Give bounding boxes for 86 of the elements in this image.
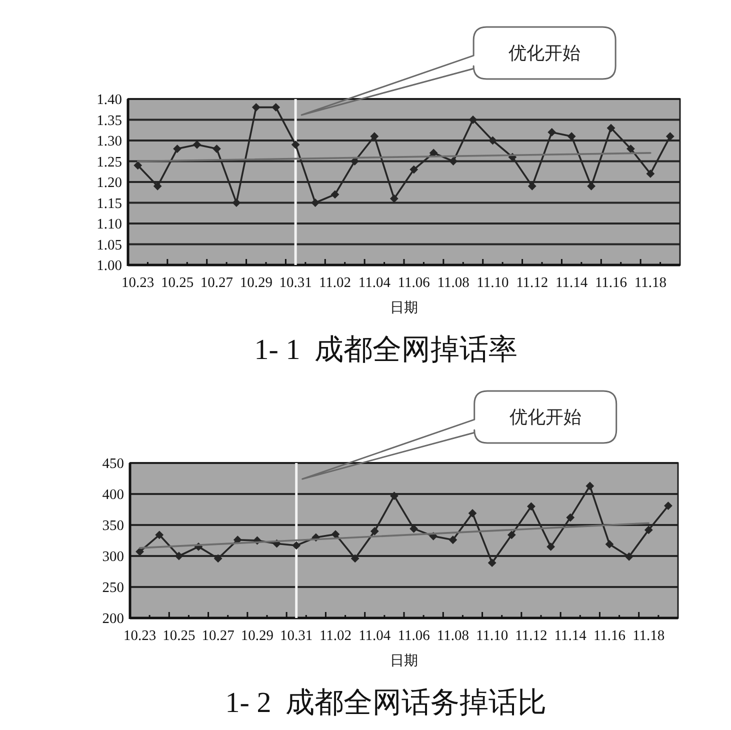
- point: [527, 502, 536, 511]
- y-tick-label: 1.10: [96, 216, 122, 232]
- x-tick-label: 11.02: [318, 275, 352, 291]
- y-tick-label: 1.15: [96, 196, 122, 212]
- point: [448, 536, 458, 544]
- x-tick-label: 11.12: [515, 628, 548, 644]
- point: [586, 482, 594, 490]
- point: [606, 124, 616, 132]
- point: [350, 554, 360, 563]
- x-tick-label: 11.14: [556, 275, 588, 291]
- x-tick-label: 11.08: [437, 275, 470, 291]
- point: [311, 198, 320, 207]
- x-tick-label: 10.31: [279, 275, 312, 291]
- point: [173, 144, 182, 153]
- point: [155, 530, 164, 540]
- x-tick-label: 11.14: [554, 628, 588, 644]
- x-tick-label: 11.12: [516, 275, 548, 291]
- x-tick-label: 11.06: [398, 275, 430, 291]
- point: [605, 540, 614, 548]
- y-tick-label: 200: [102, 611, 124, 627]
- x-tick-label: 11.18: [634, 275, 666, 291]
- x-tick-label: 11.08: [436, 628, 469, 644]
- x-tick-label: 11.10: [476, 275, 509, 291]
- point: [507, 530, 516, 540]
- y-tick-label: 1.20: [96, 175, 122, 191]
- point: [390, 492, 398, 500]
- point: [644, 526, 653, 534]
- x-tick-label: 11.16: [593, 628, 626, 644]
- y-tick-label: 1.25: [96, 154, 122, 170]
- x-tick-label: 11.04: [358, 628, 392, 644]
- point: [370, 527, 379, 536]
- point: [449, 157, 458, 166]
- point: [488, 136, 497, 145]
- y-tick-label: 300: [102, 549, 124, 565]
- point: [212, 144, 221, 153]
- x-tick-label: 10.23: [123, 628, 156, 644]
- y-tick-label: 1.05: [96, 237, 122, 254]
- x-axis-title: 日期: [390, 300, 418, 316]
- x-tick-label: 11.04: [358, 275, 392, 291]
- point: [566, 513, 575, 522]
- x-tick-label: 11.16: [594, 275, 628, 291]
- x-axis-title: 日期: [390, 653, 418, 669]
- x-tick-label: 11.02: [319, 628, 352, 644]
- x-tick-label: 10.29: [240, 628, 274, 644]
- x-tick-label: 10.23: [122, 275, 154, 291]
- point: [546, 542, 555, 551]
- text: 优化开始: [509, 407, 582, 427]
- point: [468, 116, 478, 124]
- x-tick-label: 10.29: [240, 275, 272, 291]
- y-tick-label: 450: [102, 456, 124, 472]
- point: [624, 552, 634, 561]
- point: [292, 541, 301, 550]
- point: [272, 103, 280, 112]
- point: [214, 554, 222, 563]
- x-tick-label: 11.18: [632, 628, 665, 644]
- x-tick-label: 10.25: [162, 628, 196, 644]
- point: [330, 190, 340, 199]
- y-tick-label: 1.35: [96, 112, 122, 129]
- point: [136, 547, 144, 556]
- text: 1- 1 成都全网掉话率: [254, 334, 518, 366]
- point: [626, 144, 635, 153]
- x-tick-label: 11.06: [398, 628, 430, 644]
- point: [646, 170, 655, 178]
- point: [232, 198, 241, 207]
- point: [291, 140, 300, 149]
- y-tick-label: 350: [102, 518, 124, 534]
- y-tick-label: 250: [102, 580, 124, 596]
- x-tick-label: 10.27: [200, 275, 234, 291]
- point: [468, 509, 477, 518]
- point: [664, 502, 672, 510]
- point: [252, 103, 260, 112]
- point: [390, 194, 398, 203]
- point: [410, 165, 418, 174]
- text: 1- 2 成都全网话务掉话比: [225, 687, 547, 719]
- point: [488, 558, 496, 568]
- point: [134, 161, 142, 170]
- y-tick-label: 400: [102, 487, 124, 503]
- x-tick-label: 10.31: [280, 628, 313, 644]
- y-tick-label: 1.00: [96, 258, 122, 274]
- x-tick-label: 10.25: [160, 275, 194, 291]
- text: 优化开始: [508, 43, 581, 63]
- x-tick-label: 10.27: [202, 628, 234, 644]
- y-tick-label: 1.40: [96, 92, 122, 108]
- x-tick-label: 11.10: [476, 628, 508, 644]
- point: [548, 128, 556, 136]
- y-tick-label: 1.30: [96, 134, 122, 150]
